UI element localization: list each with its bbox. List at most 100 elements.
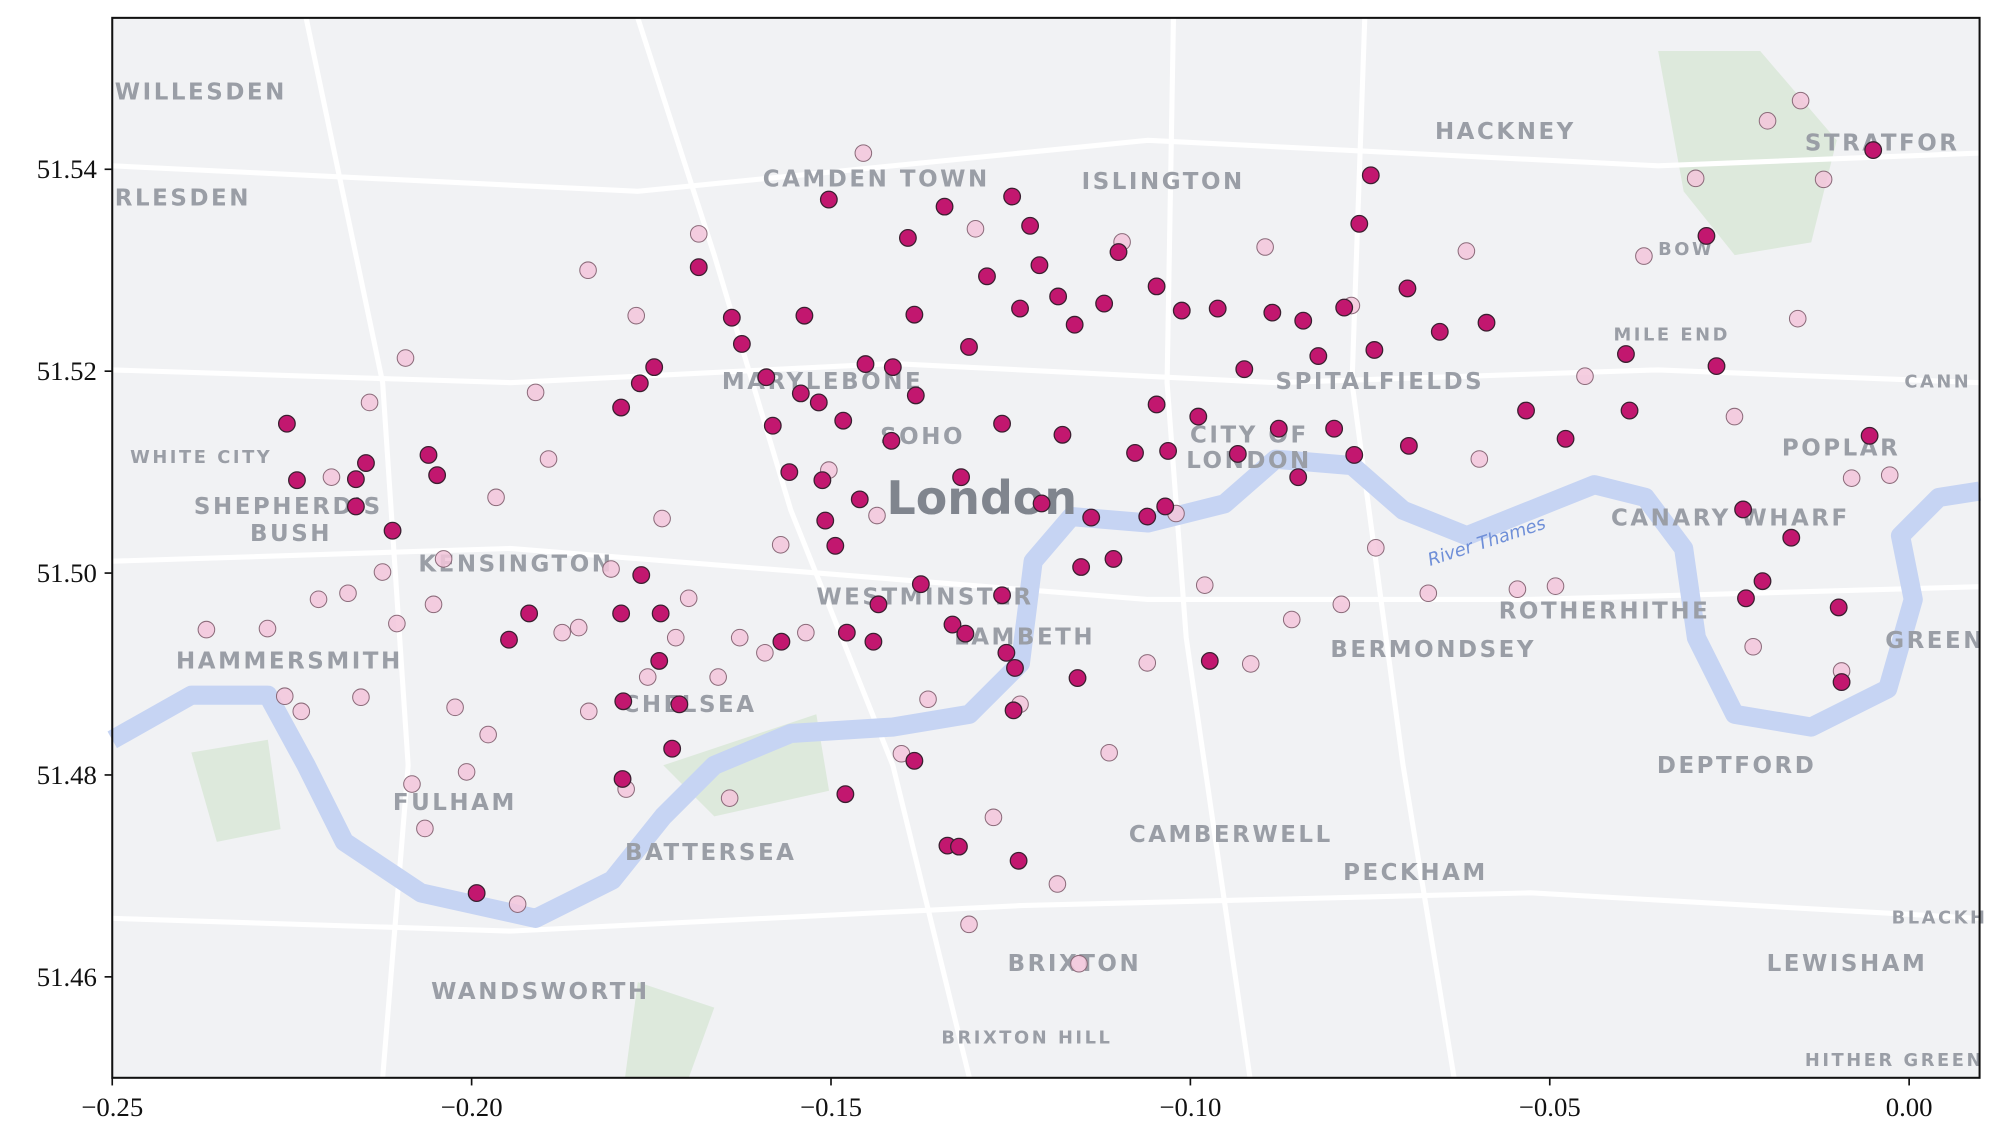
map-label: HACKNEY bbox=[1435, 119, 1576, 145]
point bbox=[993, 414, 1011, 433]
point bbox=[780, 463, 799, 482]
point bbox=[1156, 497, 1175, 516]
point bbox=[1546, 577, 1565, 595]
point bbox=[757, 368, 776, 387]
point bbox=[952, 468, 971, 487]
point bbox=[732, 334, 751, 353]
point bbox=[1697, 226, 1716, 245]
point bbox=[882, 431, 901, 450]
point bbox=[1309, 347, 1328, 365]
point bbox=[966, 220, 985, 238]
point bbox=[1147, 277, 1166, 296]
map-label: ISLINGTON bbox=[1082, 169, 1245, 195]
y-tick-label: 51.48 bbox=[37, 760, 97, 790]
point bbox=[869, 595, 888, 614]
point bbox=[1263, 303, 1282, 322]
point bbox=[322, 468, 341, 486]
point bbox=[1517, 401, 1535, 420]
point bbox=[1256, 238, 1274, 256]
point bbox=[1576, 367, 1594, 386]
point bbox=[446, 698, 464, 717]
point bbox=[854, 144, 873, 162]
y-tick-label: 51.52 bbox=[37, 356, 97, 386]
map-label: STRATFOR bbox=[1805, 131, 1960, 157]
x-tick-label: −0.15 bbox=[800, 1092, 862, 1122]
point bbox=[424, 595, 443, 614]
point bbox=[1289, 468, 1308, 487]
point bbox=[419, 446, 438, 464]
point bbox=[1032, 494, 1051, 513]
point bbox=[292, 702, 311, 721]
point bbox=[1195, 576, 1214, 594]
point bbox=[689, 225, 708, 243]
point bbox=[1109, 243, 1128, 261]
point bbox=[826, 536, 845, 555]
point bbox=[864, 632, 883, 651]
point bbox=[1782, 528, 1801, 547]
point bbox=[1365, 341, 1384, 359]
point bbox=[943, 615, 962, 634]
point bbox=[1189, 407, 1208, 426]
point bbox=[960, 915, 978, 934]
point bbox=[357, 454, 375, 472]
point bbox=[275, 687, 294, 706]
point bbox=[1814, 170, 1833, 189]
point bbox=[1003, 187, 1022, 206]
point bbox=[1880, 466, 1899, 484]
point bbox=[373, 563, 392, 581]
point bbox=[1208, 299, 1227, 318]
point bbox=[645, 358, 664, 377]
point bbox=[1744, 637, 1762, 656]
point bbox=[978, 267, 996, 286]
point bbox=[1006, 659, 1024, 677]
point bbox=[383, 521, 402, 540]
point bbox=[416, 819, 434, 838]
point bbox=[612, 398, 631, 417]
point bbox=[1734, 500, 1753, 519]
map-label: CITY OF bbox=[1190, 423, 1309, 449]
x-tick-label: 0.00 bbox=[1886, 1092, 1933, 1122]
point bbox=[258, 619, 277, 638]
point bbox=[905, 305, 924, 324]
point bbox=[539, 450, 558, 468]
point bbox=[819, 190, 838, 209]
map-label: CANARY WHARF bbox=[1611, 506, 1850, 532]
point bbox=[834, 411, 853, 430]
map-label: PECKHAM bbox=[1343, 860, 1488, 886]
point bbox=[653, 509, 671, 528]
point bbox=[1269, 419, 1288, 438]
point bbox=[1235, 360, 1254, 379]
point bbox=[1070, 954, 1088, 973]
point bbox=[1072, 558, 1091, 576]
point bbox=[689, 258, 708, 277]
point bbox=[487, 488, 505, 507]
point bbox=[388, 614, 406, 633]
point bbox=[1620, 401, 1639, 420]
map-label: WHITE CITY bbox=[130, 447, 272, 468]
map-label: LONDON bbox=[1186, 448, 1312, 474]
point bbox=[197, 620, 216, 639]
point bbox=[816, 511, 835, 530]
point bbox=[836, 785, 855, 804]
point bbox=[288, 471, 306, 490]
point bbox=[1126, 444, 1144, 462]
park bbox=[624, 982, 715, 1078]
point bbox=[1241, 655, 1260, 673]
point bbox=[1398, 279, 1417, 298]
point bbox=[339, 584, 357, 603]
point bbox=[1021, 216, 1040, 235]
point bbox=[1104, 550, 1123, 568]
point bbox=[434, 550, 453, 568]
map-label: HAMMERSMITH bbox=[176, 648, 403, 674]
point bbox=[569, 618, 588, 637]
map-label: DEPTFORD bbox=[1657, 753, 1816, 779]
point bbox=[1095, 294, 1114, 313]
point bbox=[396, 349, 415, 367]
point bbox=[632, 566, 651, 585]
y-tick-label: 51.50 bbox=[37, 558, 97, 588]
map-label: CANN bbox=[1904, 372, 1971, 393]
point bbox=[1350, 214, 1369, 233]
point bbox=[479, 725, 497, 744]
point bbox=[1009, 851, 1028, 870]
point bbox=[813, 471, 832, 490]
